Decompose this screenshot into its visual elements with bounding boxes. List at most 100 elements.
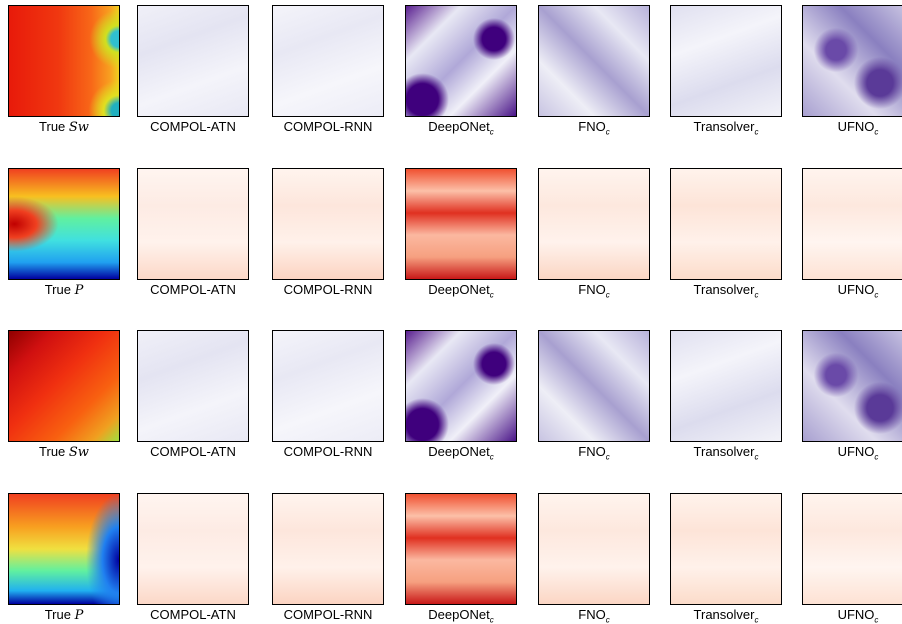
error-map — [670, 5, 782, 117]
label-text: COMPOL-ATN — [150, 607, 236, 622]
label-text: Transolver — [693, 444, 755, 459]
label-subscript: c — [754, 452, 759, 462]
label-subscript: c — [489, 452, 494, 462]
error-map — [538, 493, 650, 605]
label-text: True — [44, 282, 71, 297]
panel-label: FNOc — [529, 444, 659, 462]
label-text: COMPOL-ATN — [150, 119, 236, 134]
label-subscript: c — [874, 290, 879, 300]
label-text: UFNO — [837, 444, 875, 459]
label-subscript: c — [754, 615, 759, 624]
error-map — [538, 5, 650, 117]
label-text: COMPOL-RNN — [283, 444, 373, 459]
label-text: DeepONet — [428, 282, 490, 297]
panel-label: FNOc — [529, 282, 659, 300]
error-map — [538, 330, 650, 442]
panel-label: UFNOc — [793, 444, 902, 462]
label-text: COMPOL-RNN — [283, 607, 373, 622]
label-text: FNO — [578, 119, 606, 134]
label-subscript: c — [489, 615, 494, 624]
panel-label: COMPOL-RNN — [263, 282, 393, 297]
label-text: Transolver — [693, 282, 755, 297]
error-map — [405, 5, 517, 117]
ground-truth-map — [8, 493, 120, 605]
label-math: P — [74, 608, 84, 623]
label-subscript: c — [605, 615, 610, 624]
error-map — [670, 493, 782, 605]
label-text: UFNO — [837, 607, 875, 622]
error-map — [137, 168, 249, 280]
label-text: COMPOL-ATN — [150, 282, 236, 297]
panel-label: DeepONetc — [396, 444, 526, 462]
label-subscript: c — [874, 452, 879, 462]
label-text: UFNO — [837, 119, 875, 134]
panel-label: True P — [0, 607, 129, 623]
label-text: FNO — [578, 607, 606, 622]
error-map — [405, 168, 517, 280]
error-map — [272, 493, 384, 605]
error-map — [802, 330, 902, 442]
label-text: True — [44, 607, 71, 622]
label-text: COMPOL-ATN — [150, 444, 236, 459]
panel-label: Transolverc — [661, 282, 791, 300]
panel-label: COMPOL-ATN — [128, 607, 258, 622]
label-subscript: c — [489, 290, 494, 300]
label-text: True — [39, 119, 66, 134]
panel-label: UFNOc — [793, 119, 902, 137]
panel-label: COMPOL-RNN — [263, 119, 393, 134]
error-map — [670, 168, 782, 280]
error-map — [272, 168, 384, 280]
label-text: FNO — [578, 282, 606, 297]
panel-label: DeepONetc — [396, 119, 526, 137]
label-text: Transolver — [693, 607, 755, 622]
panel-label: COMPOL-RNN — [263, 444, 393, 459]
label-text: Transolver — [693, 119, 755, 134]
error-map — [670, 330, 782, 442]
error-map — [538, 168, 650, 280]
label-subscript: c — [754, 290, 759, 300]
error-map — [802, 168, 902, 280]
label-subscript: c — [874, 615, 879, 624]
panel-label: COMPOL-RNN — [263, 607, 393, 622]
label-subscript: c — [605, 127, 610, 137]
error-map — [405, 493, 517, 605]
panel-label: DeepONetc — [396, 607, 526, 624]
panel-label: True Sw — [0, 444, 129, 460]
label-text: DeepONet — [428, 607, 490, 622]
panel-label: COMPOL-ATN — [128, 444, 258, 459]
panel-label: DeepONetc — [396, 282, 526, 300]
panel-label: Transolverc — [661, 119, 791, 137]
label-subscript: c — [605, 452, 610, 462]
label-text: COMPOL-RNN — [283, 119, 373, 134]
label-math: Sw — [68, 120, 89, 135]
panel-label: True P — [0, 282, 129, 298]
ground-truth-map — [8, 5, 120, 117]
label-math: Sw — [68, 445, 89, 460]
label-text: COMPOL-RNN — [283, 282, 373, 297]
panel-label: Transolverc — [661, 607, 791, 624]
panel-label: FNOc — [529, 119, 659, 137]
label-text: DeepONet — [428, 119, 490, 134]
panel-label: COMPOL-ATN — [128, 282, 258, 297]
panel-label: FNOc — [529, 607, 659, 624]
label-text: FNO — [578, 444, 606, 459]
label-subscript: c — [754, 127, 759, 137]
ground-truth-map — [8, 168, 120, 280]
label-text: DeepONet — [428, 444, 490, 459]
panel-label: UFNOc — [793, 607, 902, 624]
error-map — [802, 493, 902, 605]
label-subscript: c — [605, 290, 610, 300]
error-map — [272, 330, 384, 442]
label-subscript: c — [489, 127, 494, 137]
label-math: P — [74, 283, 84, 298]
panel-label: UFNOc — [793, 282, 902, 300]
error-map — [137, 330, 249, 442]
error-map — [272, 5, 384, 117]
label-subscript: c — [874, 127, 879, 137]
panel-label: COMPOL-ATN — [128, 119, 258, 134]
error-map — [137, 493, 249, 605]
error-map — [137, 5, 249, 117]
panel-label: Transolverc — [661, 444, 791, 462]
ground-truth-map — [8, 330, 120, 442]
